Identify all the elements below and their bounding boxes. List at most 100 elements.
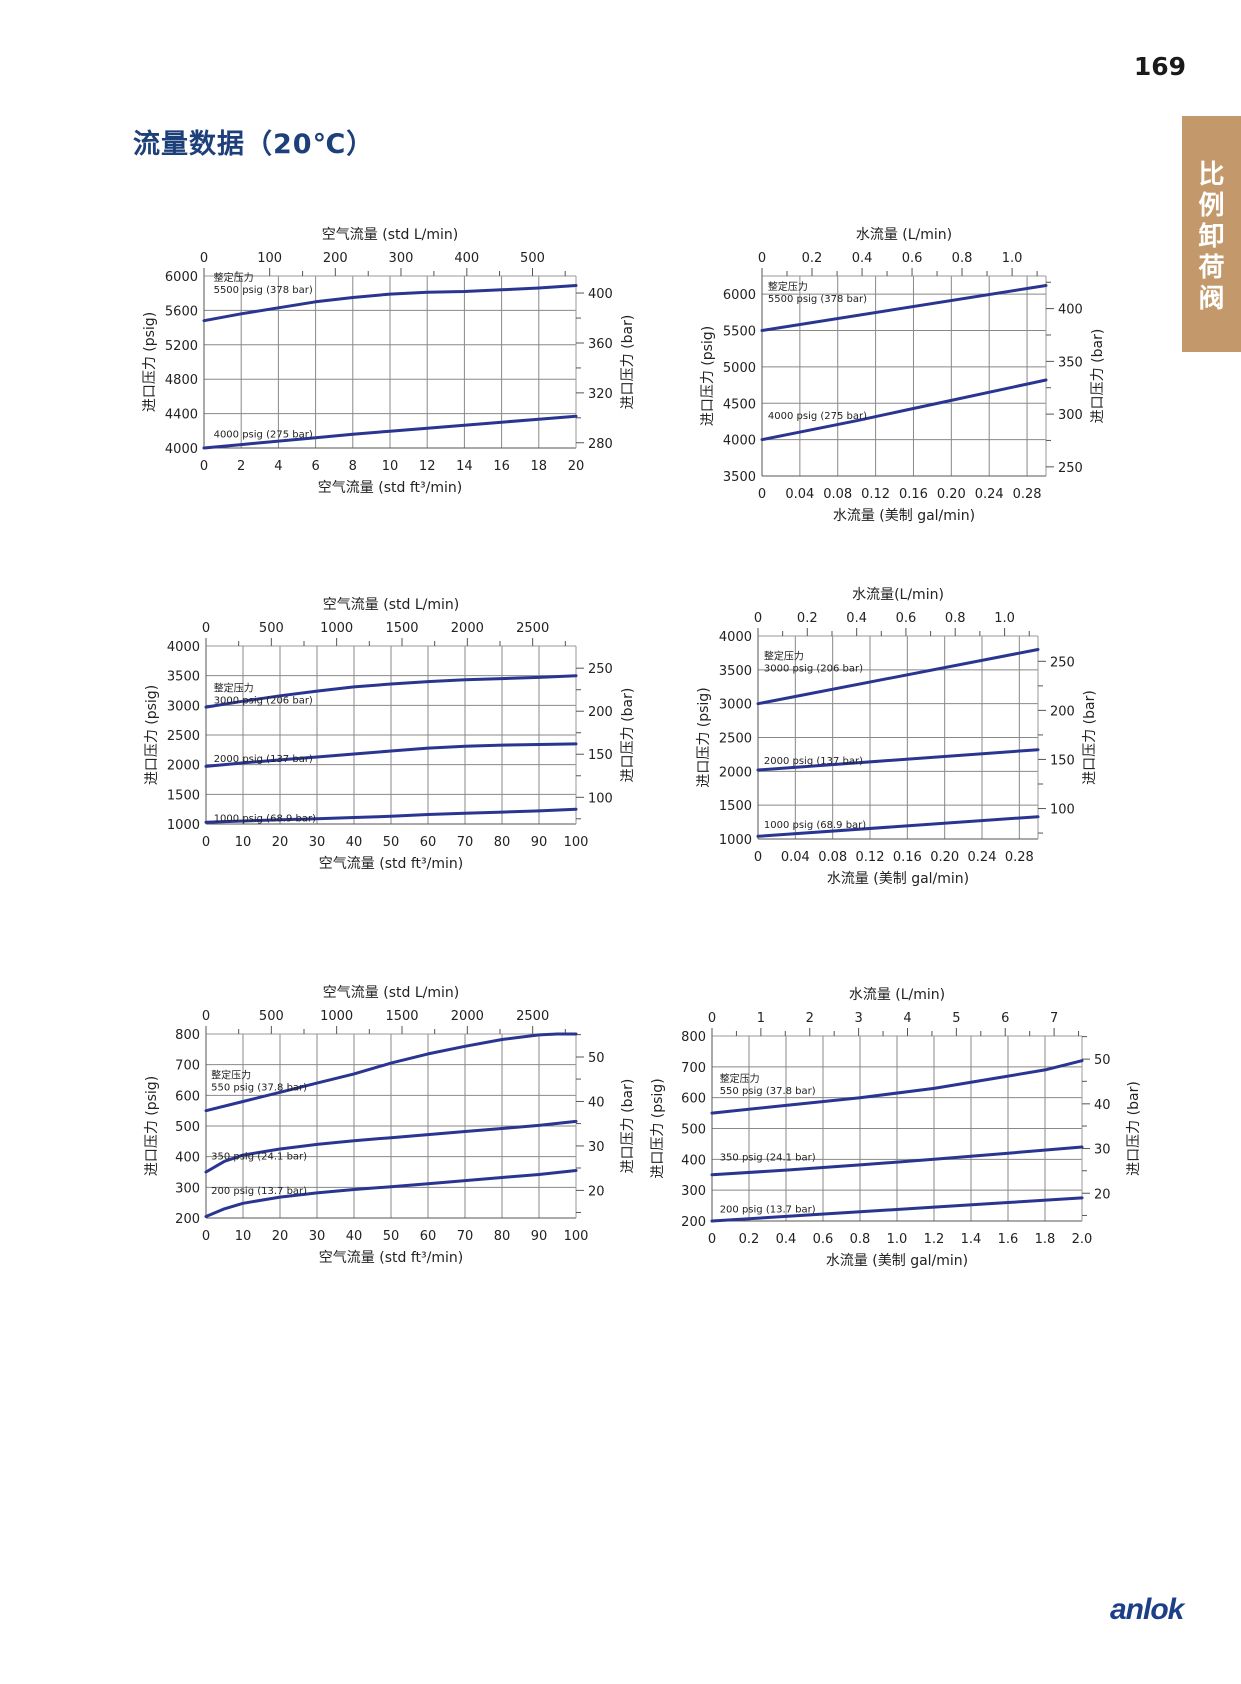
- top-tick-label: 200: [323, 251, 348, 266]
- y-tick-label: 400: [681, 1153, 706, 1168]
- series-line: [756, 815, 1040, 838]
- y-tick-label: 3000: [167, 699, 200, 714]
- x-tick-label: 8: [349, 459, 357, 474]
- top-tick-label: 0: [200, 251, 208, 266]
- x-tick-label: 16: [493, 459, 510, 474]
- right-tick-label: 40: [588, 1095, 605, 1110]
- top-tick-label: 300: [389, 251, 414, 266]
- series-label: 550 psig (37.8 bar): [720, 1086, 816, 1097]
- x-tick-label: 0.20: [930, 850, 959, 865]
- top-tick-label: 0: [758, 251, 766, 266]
- series-line: [204, 742, 578, 768]
- x-tick-label: 1.6: [998, 1232, 1019, 1247]
- y-tick-label: 2500: [719, 732, 752, 747]
- right-tick-label: 250: [1058, 461, 1083, 476]
- page-title: 流量数据（20℃）: [133, 129, 375, 160]
- series-label: 5500 psig (378 bar): [768, 294, 867, 305]
- series-line: [710, 1059, 1084, 1115]
- top-tick-label: 1500: [385, 1009, 418, 1024]
- chart-svg: 0 0.2 0.4 0.6 0.8 1.0 1.2 1.4 1.6 1.8 2.0200300400…: [650, 987, 1142, 1269]
- x-tick-label: 0.24: [968, 850, 997, 865]
- top-tick-label: 7: [1050, 1011, 1058, 1026]
- series-line: [760, 378, 1048, 442]
- right-tick-label: 20: [1094, 1187, 1111, 1202]
- chart-water-3000: 0 0.04 0.08 0.12 0.16 0.20 0.24 0.28 1000 1500 200…: [692, 584, 1128, 903]
- right-tick-label: 200: [1050, 704, 1075, 719]
- x-tick-label: 0.08: [818, 850, 847, 865]
- top-tick-label: 4: [903, 1011, 911, 1026]
- series-line: [204, 807, 578, 824]
- series-label: 5500 psig (378 bar): [214, 285, 313, 296]
- x-tick-label: 0: [708, 1232, 716, 1247]
- chart-svg: 0 0.04 0.08 0.12 0.16 0.20 0.24 0.2810001500200…: [696, 587, 1098, 887]
- top-tick-label: 0.2: [802, 251, 823, 266]
- top-tick-label: 2500: [516, 621, 549, 636]
- series-line: [204, 674, 578, 709]
- top-tick-label: 0.4: [852, 251, 873, 266]
- x-tick-label: 0.8: [850, 1232, 871, 1247]
- x-label-top: 水流量 (L/min): [856, 227, 952, 243]
- x-tick-label: 0.16: [893, 850, 922, 865]
- x-tick-label: 90: [531, 1229, 548, 1244]
- x-tick-label: 10: [235, 835, 252, 850]
- y-tick-label: 1000: [167, 818, 200, 833]
- chart-air-5500: 0 2 4 6 8 10 12 14 16 18 20 4000 4400 4800 5200 5600 600…: [142, 222, 666, 512]
- x-tick-label: 6: [311, 459, 319, 474]
- x-tick-label: 0.04: [785, 487, 814, 502]
- y-label-left: 进口压力 (psig): [144, 685, 160, 785]
- top-tick-label: 500: [259, 621, 284, 636]
- top-tick-label: 1.0: [1002, 251, 1023, 266]
- x-tick-label: 10: [235, 1229, 252, 1244]
- y-tick-label: 800: [175, 1028, 200, 1043]
- x-tick-label: 40: [346, 835, 363, 850]
- right-tick-label: 350: [1058, 355, 1083, 370]
- x-tick-label: 30: [309, 835, 326, 850]
- y-tick-label: 4400: [165, 408, 198, 423]
- grid: [712, 1035, 1082, 1222]
- y-tick-label: 3500: [723, 470, 756, 485]
- chart-air-550: 0 10 20 30 40 50 60 70 80 90 100 200 300 400 500 600 700…: [144, 984, 666, 1282]
- x-label-top: 空气流量 (std L/min): [323, 985, 459, 1001]
- y-tick-label: 6000: [165, 270, 198, 285]
- series-label: 550 psig (37.8 bar): [211, 1083, 307, 1094]
- x-tick-label: 30: [309, 1229, 326, 1244]
- set-pressure-label: 整定压力: [768, 280, 808, 293]
- x-tick-label: 70: [457, 1229, 474, 1244]
- y-tick-label: 4000: [167, 640, 200, 655]
- y-tick-label: 500: [175, 1120, 200, 1135]
- top-tick-label: 0.8: [952, 251, 973, 266]
- y-label-left: 进口压力 (psig): [700, 326, 716, 426]
- x-tick-label: 0.20: [937, 487, 966, 502]
- chart-air-3000: 0 10 20 30 40 50 60 70 80 90 100 1000 1500 2000 2500 30…: [144, 584, 666, 888]
- x-tick-label: 0: [202, 835, 210, 850]
- series-label: 2000 psig (137 bar): [764, 756, 863, 767]
- series-label: 1000 psig (68.9 bar): [764, 820, 866, 831]
- x-tick-label: 40: [346, 1229, 363, 1244]
- top-tick-label: 0.8: [945, 611, 966, 626]
- x-tick-label: 10: [382, 459, 399, 474]
- series-label: 4000 psig (275 bar): [768, 411, 867, 422]
- x-tick-label: 12: [419, 459, 436, 474]
- x-tick-label: 2: [237, 459, 245, 474]
- top-tick-label: 2: [806, 1011, 814, 1026]
- side-tab: 比 例 卸 荷 阀: [1182, 116, 1241, 352]
- top-tick-label: 0.2: [797, 611, 818, 626]
- y-tick-label: 300: [175, 1181, 200, 1196]
- x-label-top: 水流量(L/min): [852, 587, 944, 603]
- x-tick-label: 0.16: [899, 487, 928, 502]
- chart-water-550: 0 0.2 0.4 0.6 0.8 1.0 1.2 1.4 1.6 1.8 2.0 200 300 400…: [649, 984, 1172, 1285]
- chart-svg: 0 10 20 30 40 50 60 70 80 90 100200300400500600700…: [144, 985, 636, 1266]
- x-label-top: 空气流量 (std L/min): [322, 227, 458, 243]
- x-tick-label: 0: [754, 850, 762, 865]
- series-line: [756, 748, 1040, 772]
- y-label-right: 进口压力 (bar): [1090, 329, 1106, 424]
- y-tick-label: 2000: [719, 765, 752, 780]
- top-tick-label: 0: [708, 1011, 716, 1026]
- y-tick-label: 5000: [723, 361, 756, 376]
- set-pressure-label: 整定压力: [211, 1069, 251, 1082]
- y-tick-label: 2000: [167, 759, 200, 774]
- x-tick-label: 0.12: [856, 850, 885, 865]
- brand-logo: anlok: [1110, 1593, 1184, 1626]
- right-tick-label: 250: [1050, 655, 1075, 670]
- right-tick-label: 30: [588, 1140, 605, 1155]
